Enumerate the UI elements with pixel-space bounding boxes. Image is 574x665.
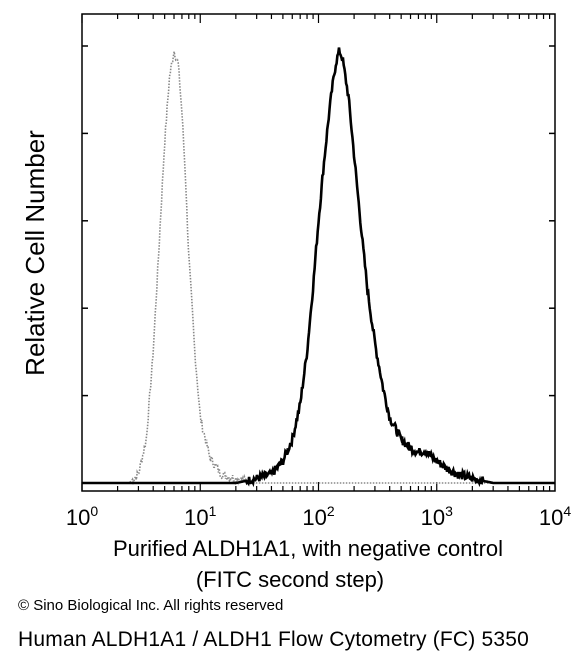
x-axis-tick-labels: 100 101 102 103 104 — [66, 503, 571, 530]
series-line-0 — [82, 51, 555, 486]
series-line-1 — [82, 47, 555, 488]
copyright-notice: © Sino Biological Inc. All rights reserv… — [18, 597, 284, 614]
x-axis-label-line1: Purified ALDH1A1, with negative control — [113, 536, 503, 561]
x-tick-label-3: 103 — [421, 503, 453, 530]
y-axis-ticks — [82, 45, 555, 484]
y-axis-label: Relative Cell Number — [20, 130, 50, 376]
figure-caption: Human ALDH1A1 / ALDH1 Flow Cytometry (FC… — [18, 628, 530, 651]
plot-frame — [81, 13, 556, 492]
x-axis-label-line2: (FITC second step) — [196, 567, 384, 592]
x-tick-label-0: 100 — [66, 503, 98, 530]
x-tick-label-4: 104 — [539, 503, 571, 530]
series-layer — [82, 47, 555, 488]
histogram-chart: 100 101 102 103 104 Relative Cell Number Pur… — [20, 13, 571, 592]
x-tick-label-2: 102 — [302, 503, 334, 530]
x-tick-label-1: 101 — [184, 503, 216, 530]
x-axis-ticks — [81, 14, 551, 491]
